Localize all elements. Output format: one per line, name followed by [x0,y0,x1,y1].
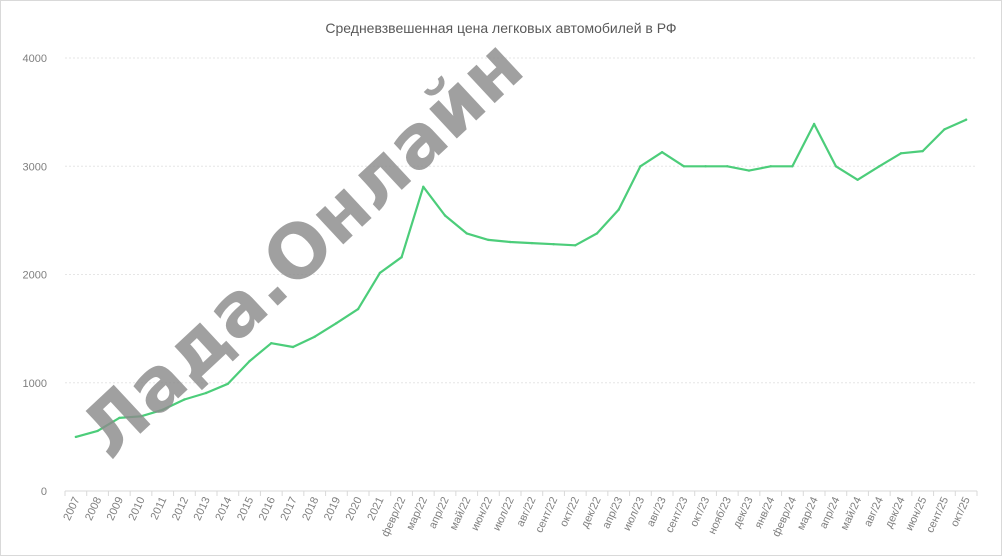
data-point [226,382,230,385]
x-tick-label: 2021 [365,495,386,522]
data-point [617,208,620,211]
y-tick-label: 1000 [23,378,47,390]
x-tick-label: 2016 [257,495,278,522]
data-point [704,165,707,168]
data-point [313,335,316,338]
x-tick-label: 2013 [192,495,213,522]
data-point [682,165,686,168]
y-tick-label: 4000 [23,53,47,65]
data-point [769,165,772,168]
data-point [443,214,447,217]
x-tick-label: 2008 [83,495,104,522]
data-point [400,256,403,259]
x-tick-label: мар/22 [404,495,430,532]
watermark-text: Лада.Онлайн [64,23,540,475]
data-point [335,322,338,325]
x-tick-label: окт/25 [949,495,973,529]
x-tick-label: 2019 [322,495,343,522]
data-point [856,178,859,181]
x-tick-label: авг/22 [514,495,538,528]
data-point [96,429,99,433]
data-point [291,345,295,349]
data-point [639,165,642,168]
data-point [791,165,794,168]
data-point [465,232,468,235]
data-point [139,415,143,418]
data-point [964,118,968,121]
data-point [726,165,729,168]
data-point [356,307,360,311]
data-point [552,243,555,246]
x-tick-label: 2014 [213,495,234,522]
data-point [161,408,164,411]
x-tick-label: окт/23 [688,495,712,529]
y-tick-label: 0 [41,486,47,498]
data-point [921,149,924,153]
data-point [530,241,534,245]
data-point [747,169,751,172]
y-tick-label: 3000 [23,161,47,173]
data-point [943,128,946,131]
x-tick-label: авг/23 [645,495,669,528]
data-point [378,271,382,275]
data-point [508,240,512,244]
x-tick-label: 2012 [170,495,191,522]
x-tick-label: май/24 [839,495,865,532]
x-tick-label: 2007 [61,495,82,522]
data-point [595,232,599,235]
x-tick-label: окт/22 [558,495,582,529]
x-tick-label: 2015 [235,495,256,522]
data-point [422,185,425,188]
data-point [74,435,78,439]
data-point [118,416,121,420]
chart-title: Средневзвешенная цена легковых автомобил… [325,20,676,36]
data-point [204,391,208,395]
x-tick-label: 2010 [126,495,147,522]
data-point [248,359,251,363]
series-line [74,118,968,438]
data-point [878,165,881,168]
data-point [660,151,664,154]
x-tick-label: 2009 [105,495,126,522]
x-tick-label: мар/24 [795,495,821,532]
y-tick-label: 2000 [23,270,47,282]
x-tick-label: 2017 [278,495,299,522]
data-point [270,342,273,345]
x-tick-label: 2020 [344,495,365,522]
data-point [812,122,816,126]
x-tick-label: 2018 [300,495,321,522]
data-point [487,238,490,242]
x-tick-label: авг/24 [862,495,886,528]
x-tick-label: 2011 [149,495,170,522]
data-point [899,152,903,155]
data-point [574,244,577,247]
data-point [834,165,838,168]
data-point [183,398,186,401]
